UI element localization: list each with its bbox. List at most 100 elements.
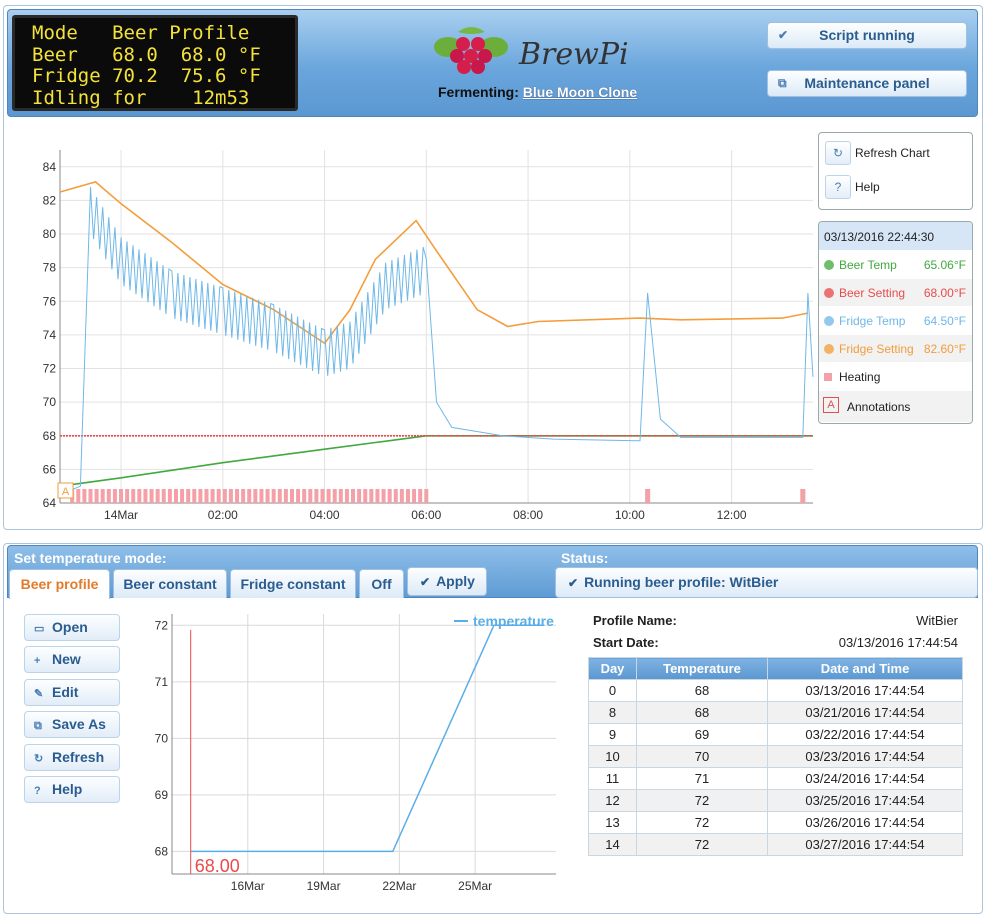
table-cell: 10 [588, 745, 637, 768]
table-cell: 12 [588, 789, 637, 812]
series-dot-icon [824, 344, 834, 354]
series-dot-icon [824, 316, 834, 326]
tab-beer-profile[interactable]: Beer profile [9, 569, 110, 599]
legend-name: Heating [839, 370, 881, 384]
heating-bar [155, 489, 160, 503]
lcd-line: Beer 68.0 68.0 °F [32, 43, 261, 66]
table-row: 12 72 03/25/2016 17:44:54 [588, 789, 963, 812]
series-dot-icon [824, 260, 834, 270]
heating-bar [82, 489, 87, 503]
apply-label: Apply [436, 573, 475, 589]
legend-item[interactable]: Fridge Setting 82.60°F [819, 334, 972, 362]
heating-bar [186, 489, 191, 503]
legend-item[interactable]: Fridge Temp 64.50°F [819, 306, 972, 334]
table-row: 13 72 03/26/2016 17:44:54 [588, 811, 963, 834]
table-cell: 68 [636, 679, 768, 702]
temperature-chart[interactable]: 14Mar 02:00 04:00 06:00 08:00 10:00 12:00 64 66 6… [20, 130, 820, 525]
table-cell: 03/25/2016 17:44:54 [767, 789, 963, 812]
legend-name: Beer Temp [839, 258, 897, 272]
heating-bar [405, 489, 410, 503]
y-tick-label: 66 [43, 462, 57, 476]
heating-bar [198, 489, 203, 503]
legend-name: Fridge Setting [839, 342, 914, 356]
script-running-button[interactable]: ✔ Script running [767, 22, 967, 49]
beer-name-link[interactable]: Blue Moon Clone [522, 84, 638, 100]
heating-square-icon [824, 373, 832, 381]
save-as-label: Save As [52, 716, 106, 732]
y-tick-label: 82 [43, 193, 57, 207]
status-label: Status: [561, 550, 609, 566]
maintenance-panel-button[interactable]: ⧉ Maintenance panel [767, 70, 967, 97]
chart-help-button[interactable]: ? [825, 175, 851, 199]
profile-line [190, 624, 545, 853]
legend-name: Fridge Temp [839, 314, 906, 328]
open-button[interactable]: ▭ Open [24, 614, 120, 641]
legend-label: temperature [473, 613, 554, 629]
table-cell: 03/26/2016 17:44:54 [767, 811, 963, 834]
table-cell: 70 [636, 745, 768, 768]
profile-chart[interactable]: 16Mar 19Mar 22Mar 25Mar 68 69 70 71 72 68.00 tempe… [140, 606, 560, 896]
heating-bar [210, 489, 215, 503]
table-row: 10 70 03/23/2016 17:44:54 [588, 745, 963, 768]
refresh-button[interactable]: ↻ Refresh [24, 744, 120, 771]
refresh-chart-button[interactable]: ↻ [825, 141, 851, 165]
tab-off[interactable]: Off [359, 569, 404, 598]
table-row: 14 72 03/27/2016 17:44:54 [588, 833, 963, 856]
table-row: 11 71 03/24/2016 17:44:54 [588, 767, 963, 790]
fermenting-info: Fermenting: Blue Moon Clone [438, 84, 637, 100]
chart-controls: ↻ Refresh Chart ? Help [818, 132, 973, 210]
table-row: 8 68 03/21/2016 17:44:54 [588, 701, 963, 724]
heating-bar [387, 489, 392, 503]
new-button[interactable]: + New [24, 646, 120, 673]
heating-bar [357, 489, 362, 503]
legend-item[interactable]: A Annotations [819, 390, 972, 422]
y-tick-label: 72 [155, 618, 169, 632]
profile-table: Day Temperature Date and Time 0 68 03/13/2… [588, 657, 963, 856]
heating-bar [289, 489, 294, 503]
help-button[interactable]: ? Help [24, 776, 120, 803]
y-tick-label: 70 [43, 395, 57, 409]
x-tick-label: 14Mar [104, 508, 138, 522]
heating-bar [381, 489, 386, 503]
table-cell: 0 [588, 679, 637, 702]
y-tick-label: 76 [43, 294, 57, 308]
legend-item[interactable]: Beer Temp 65.06°F [819, 250, 972, 278]
tab-fridge-constant[interactable]: Fridge constant [230, 569, 356, 598]
annotation-marker-label: A [62, 486, 70, 498]
status-text: Running beer profile: WitBier [584, 574, 779, 590]
table-row: 0 68 03/13/2016 17:44:54 [588, 679, 963, 702]
heating-bar [338, 489, 343, 503]
y-tick-label: 70 [155, 731, 169, 745]
x-tick-label: 16Mar [231, 879, 265, 893]
heating-bar [308, 489, 313, 503]
table-cell: 03/27/2016 17:44:54 [767, 833, 963, 856]
folder-icon: ▭ [34, 623, 45, 635]
brewpi-logo: BrewPi [434, 27, 629, 74]
x-tick-label: 25Mar [458, 879, 492, 893]
save-as-button[interactable]: ⧉ Save As [24, 711, 120, 738]
heating-bar [800, 489, 806, 503]
y-tick-label: 71 [155, 675, 169, 689]
profile-name-value: WitBier [916, 613, 958, 628]
wrench-icon: ✎ [34, 688, 44, 700]
fermenting-label: Fermenting: [438, 84, 519, 100]
heating-bar [100, 489, 105, 503]
heating-bar [222, 489, 227, 503]
status-display: ✔ Running beer profile: WitBier [555, 567, 978, 598]
x-tick-label: 04:00 [310, 508, 340, 522]
tab-beer-constant[interactable]: Beer constant [113, 569, 227, 598]
x-tick-label: 22Mar [382, 879, 416, 893]
heating-bar [235, 489, 240, 503]
lcd-line: Idling for 12m53 [32, 86, 250, 109]
x-tick-label: 19Mar [307, 879, 341, 893]
heating-bar [106, 489, 111, 503]
table-cell: 8 [588, 701, 637, 724]
heating-bar [247, 489, 252, 503]
legend-item[interactable]: Heating [819, 362, 972, 390]
check-icon: ✔ [568, 576, 579, 590]
legend-item[interactable]: Beer Setting 68.00°F [819, 278, 972, 306]
refresh-icon: ↻ [34, 753, 44, 765]
heating-bar [265, 489, 270, 503]
edit-button[interactable]: ✎ Edit [24, 679, 120, 706]
apply-button[interactable]: ✔ Apply [407, 567, 487, 596]
